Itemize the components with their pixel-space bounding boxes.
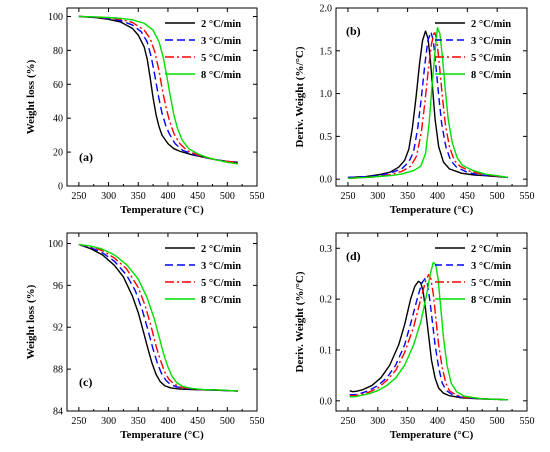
series-line [349,278,508,401]
y-tick-label: 100 [48,239,63,250]
legend-label: 8 °C/min [201,70,241,81]
y-tick-label: 0.5 [320,132,333,143]
x-tick-label: 550 [250,416,265,427]
plot-frame [335,7,528,187]
chart-panel: 250 300 350 400 450 500 550 0.0 0.1 0.2 0.3 Tempera… [294,232,535,441]
x-tick-label: 500 [220,191,235,202]
y-tick-label: 100 [48,12,63,23]
x-tick-label: 400 [160,191,175,202]
x-tick-label: 250 [71,191,86,202]
x-tick-label: 400 [430,416,445,427]
legend-label: 3 °C/min [471,261,511,272]
y-tick-label: 92 [53,323,63,334]
x-tick-label: 450 [460,191,475,202]
legend-label: 5 °C/min [201,278,241,289]
x-tick-label: 350 [131,416,146,427]
y-tick-label: 60 [53,80,63,91]
x-tick-label: 400 [160,416,175,427]
series-line [347,30,508,179]
x-tick-label: 300 [370,191,385,202]
x-tick-label: 400 [430,191,445,202]
legend-label: 3 °C/min [471,36,511,47]
x-axis-title: Temperature (°C) [390,204,474,216]
y-tick-label: 40 [53,114,63,125]
y-axis-title: Weight loss (%) [25,59,37,134]
series-line [349,280,508,401]
x-tick-label: 550 [520,191,535,202]
y-tick-label: 0.0 [320,396,333,407]
x-tick-label: 450 [190,191,205,202]
series-line [78,15,239,163]
x-axis-title: Temperature (°C) [390,429,474,441]
panel-label: (b) [346,24,361,38]
y-tick-label: 2.0 [320,4,333,15]
legend-label: 2 °C/min [471,244,511,255]
plot-frame [335,232,528,412]
x-tick-label: 500 [490,416,505,427]
plot-frame [66,7,258,187]
x-axis-title: Temperature (°C) [120,429,204,441]
legend-label: 2 °C/min [201,19,241,30]
x-tick-label: 550 [250,191,265,202]
x-tick-label: 450 [460,416,475,427]
x-tick-label: 350 [131,191,146,202]
series-line [347,31,508,179]
y-tick-label: 0 [58,182,63,193]
x-tick-label: 450 [190,416,205,427]
legend-label: 2 °C/min [471,19,511,30]
chart-panel: 250 300 350 400 450 500 550 84 88 92 96 100 Temperat… [25,232,265,441]
series-line [349,261,508,401]
legend-label: 3 °C/min [201,261,241,272]
x-tick-label: 250 [340,416,355,427]
x-tick-label: 300 [370,416,385,427]
x-tick-label: 250 [71,416,86,427]
y-tick-label: 0.0 [320,175,333,186]
plot-frame [66,232,258,412]
legend-label: 5 °C/min [471,278,511,289]
y-tick-label: 0.3 [320,244,333,255]
legend-label: 8 °C/min [471,70,511,81]
y-axis-title: Weight loss (%) [25,284,37,359]
legend-label: 2 °C/min [201,244,241,255]
y-axis-title: Deriv. Weight (%/°C) [294,271,306,372]
legend-label: 3 °C/min [201,36,241,47]
x-tick-label: 300 [101,416,116,427]
y-tick-label: 84 [53,407,63,418]
y-tick-label: 1.5 [320,46,333,57]
panel-label: (c) [79,375,92,389]
series-line [347,30,508,179]
series-line [349,274,508,401]
x-tick-label: 300 [101,191,116,202]
series-line [347,26,509,179]
y-tick-label: 20 [53,148,63,159]
x-tick-label: 500 [490,191,505,202]
x-tick-label: 250 [340,191,355,202]
y-tick-label: 88 [53,365,63,376]
y-tick-label: 1.0 [320,89,333,100]
panel-label: (d) [346,249,361,263]
series-line [78,15,239,163]
chart-panel: 250 300 350 400 450 500 550 0.0 0.5 1.0 1.5 2.0 Temp… [294,4,535,217]
y-tick-label: 96 [53,281,63,292]
series-line [78,243,239,392]
y-tick-label: 0.2 [320,295,333,306]
x-tick-label: 500 [220,416,235,427]
legend-label: 5 °C/min [471,53,511,64]
legend-label: 5 °C/min [201,53,241,64]
y-axis-title: Deriv. Weight (%/°C) [294,46,306,147]
x-tick-label: 350 [400,416,415,427]
y-tick-label: 80 [53,46,63,57]
chart-panel: 250 300 350 400 450 500 550 0 20 40 60 80 100 Tempera… [25,7,265,216]
series-line [78,243,239,392]
x-tick-label: 550 [520,416,535,427]
x-axis-title: Temperature (°C) [120,204,204,216]
y-tick-label: 0.1 [320,345,333,356]
series-line [78,15,239,165]
panel-label: (a) [79,150,93,164]
x-tick-label: 350 [400,191,415,202]
legend-label: 8 °C/min [471,295,511,306]
legend-label: 8 °C/min [201,295,241,306]
